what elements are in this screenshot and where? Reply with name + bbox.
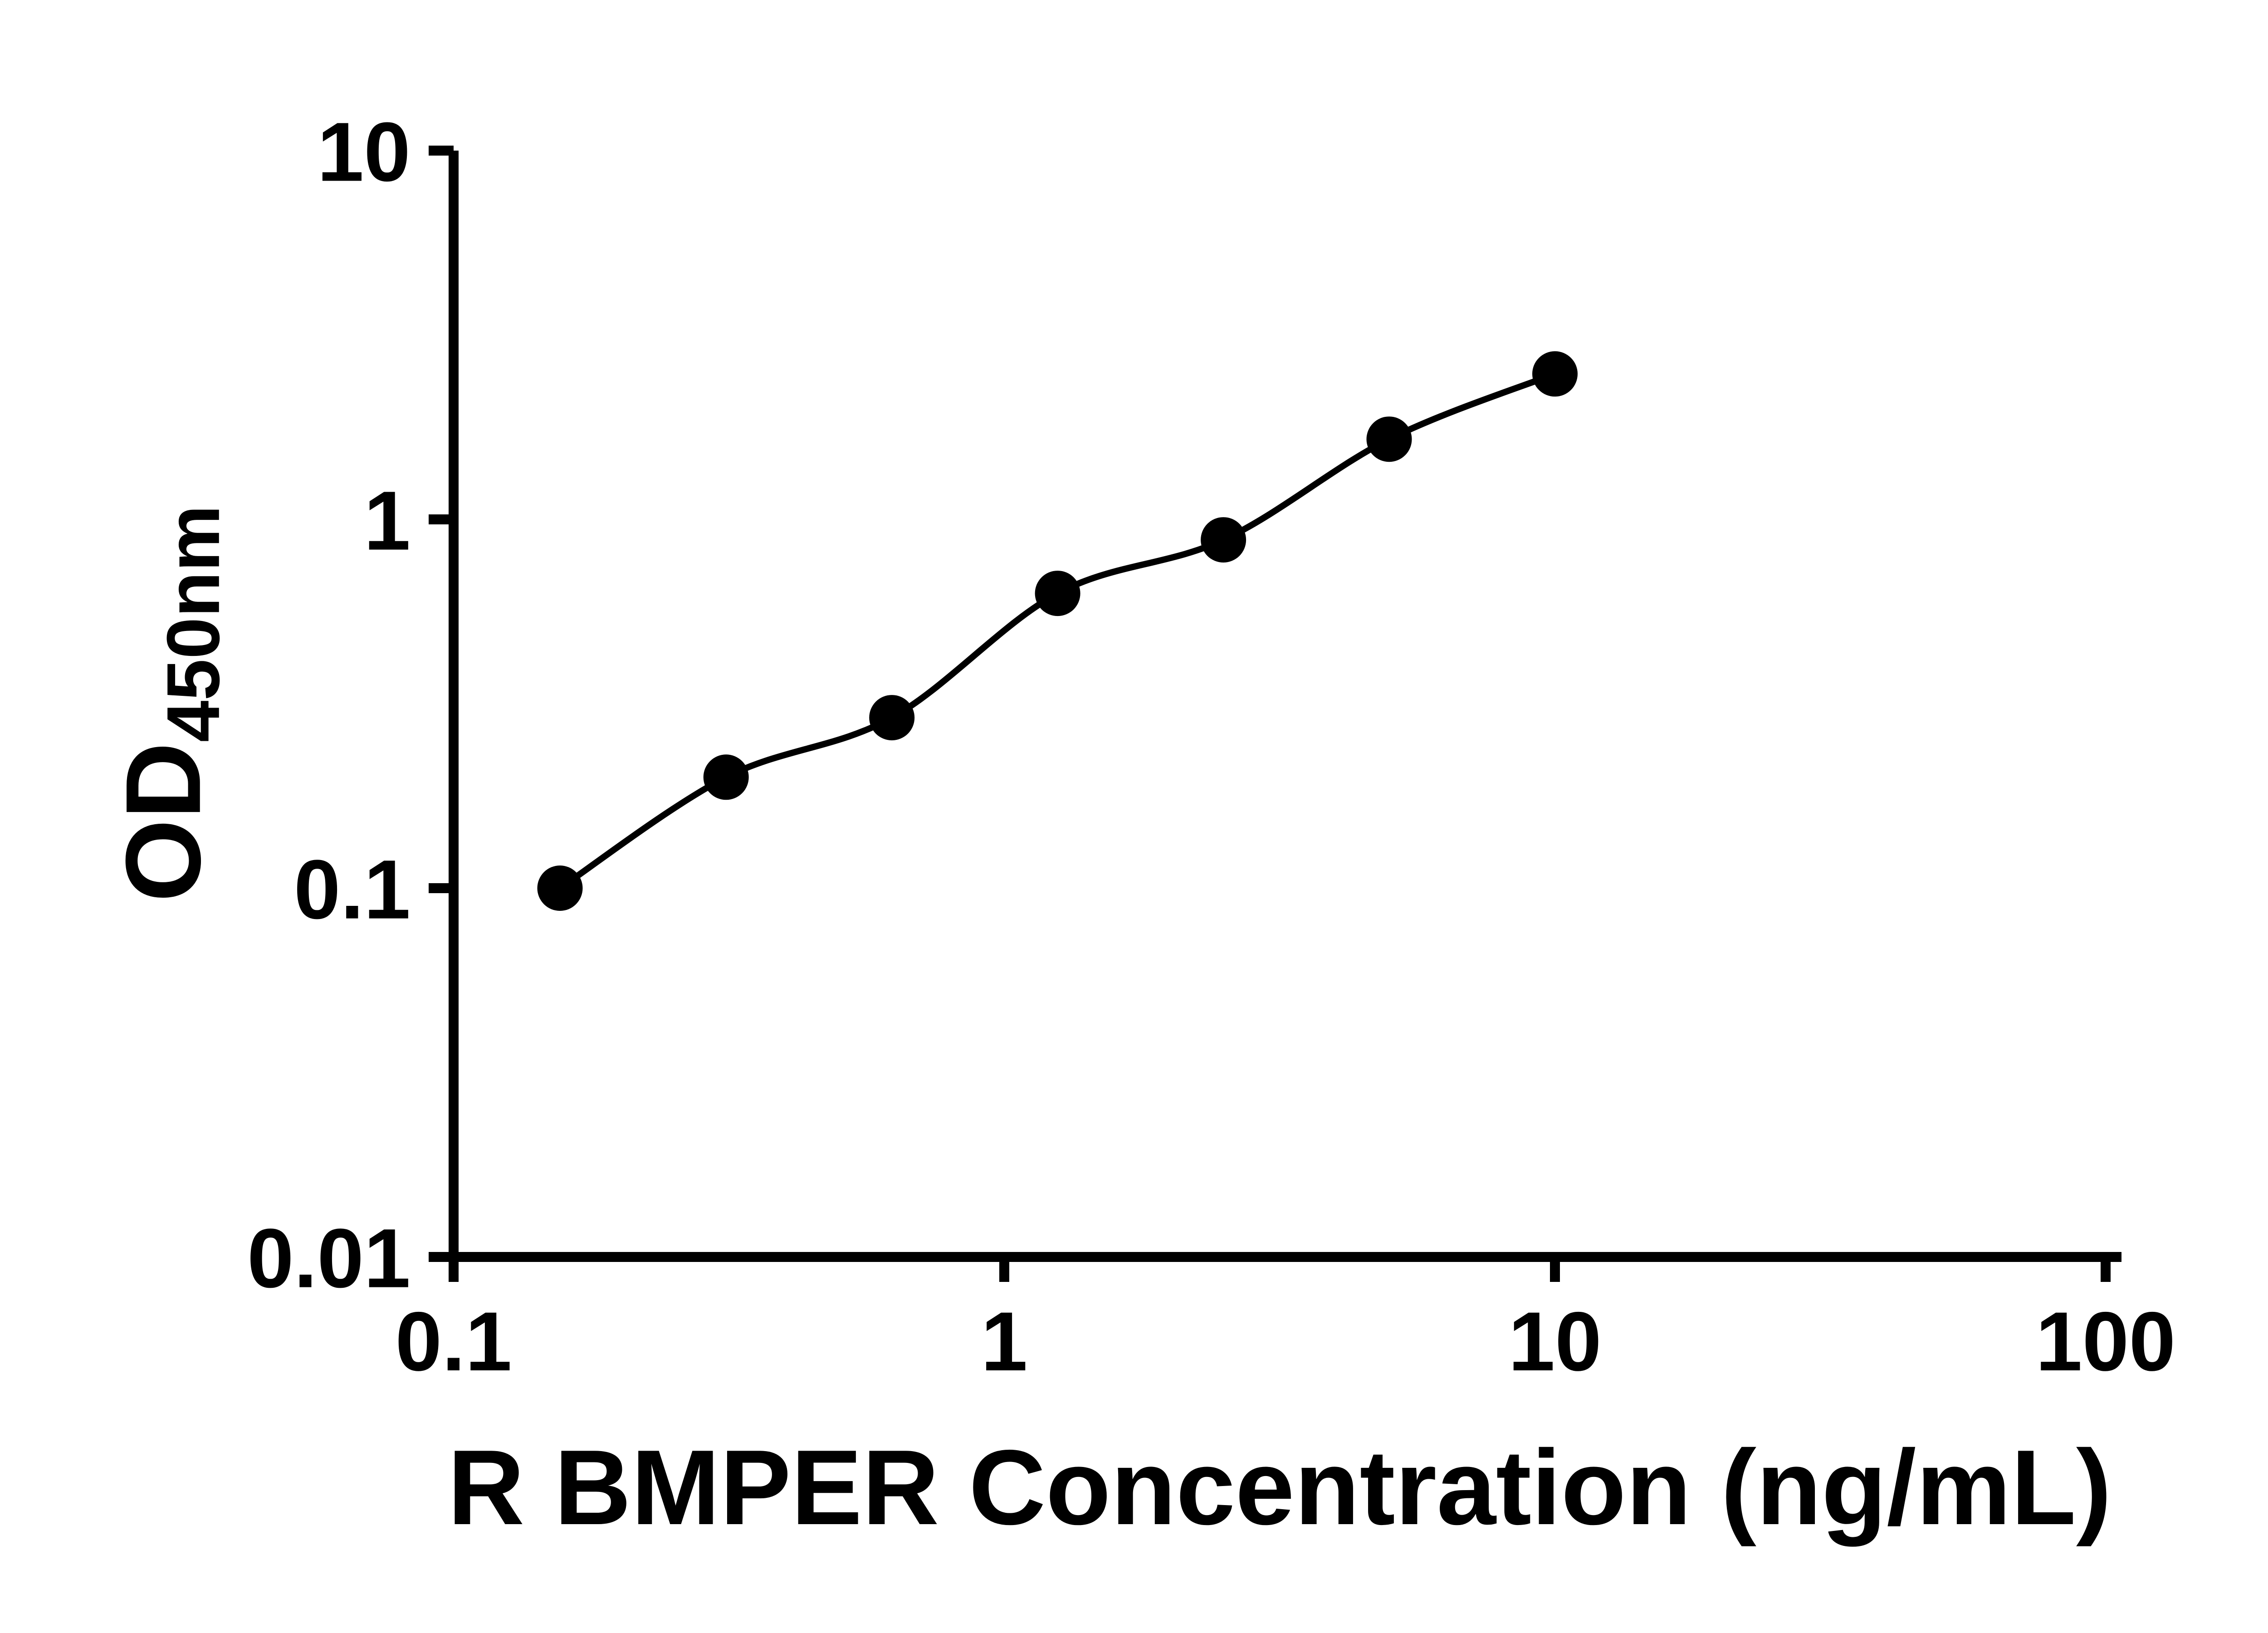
- data-point-marker: [1201, 517, 1246, 563]
- data-point-marker: [1366, 416, 1412, 462]
- axis-lines: [449, 151, 2121, 1262]
- y-axis-title: OD450nm: [103, 505, 235, 902]
- x-axis-title: R BMPER Concentration (ng/mL): [447, 1428, 2112, 1547]
- y-tick-label: 1: [364, 474, 411, 568]
- y-axis-title-main: OD: [103, 742, 223, 902]
- x-tick-label: 10: [1508, 1295, 1602, 1389]
- data-point-marker: [537, 865, 583, 911]
- data-point-marker: [1532, 351, 1578, 397]
- y-tick-label: 0.01: [247, 1212, 411, 1305]
- data-point-marker: [869, 695, 915, 741]
- data-point-marker: [1035, 571, 1080, 616]
- y-tick-label: 10: [317, 106, 411, 199]
- y-axis-title-subscript: 450nm: [151, 505, 235, 743]
- data-point-marker: [703, 754, 749, 800]
- y-tick-label: 0.1: [294, 843, 411, 937]
- x-tick-label: 1: [981, 1295, 1028, 1389]
- x-tick-label: 0.1: [395, 1295, 512, 1389]
- x-tick-label: 100: [2036, 1295, 2176, 1389]
